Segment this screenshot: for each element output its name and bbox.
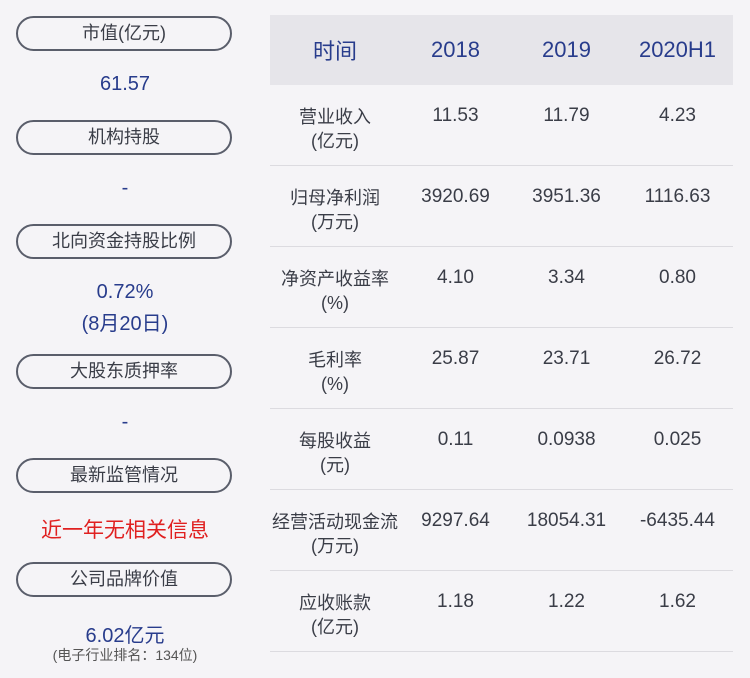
market-cap-label: 市值(亿元)	[16, 16, 232, 51]
northbound-ratio-value: 0.72%	[96, 281, 154, 303]
financial-table: 时间 2018 2019 2020H1 营业收入 (亿元) 11.53 11.79…	[270, 15, 733, 652]
table-row: 净资产收益率 (%) 4.10 3.34 0.80	[270, 247, 733, 328]
row-unit: (%)	[321, 293, 349, 313]
row-label: 经营活动现金流	[272, 512, 398, 532]
table-cell: 0.025	[653, 429, 702, 450]
table-cell: 25.87	[431, 348, 480, 369]
row-unit: (万元)	[311, 536, 359, 556]
row-unit: (万元)	[311, 212, 359, 232]
institutional-holding-value: -	[121, 177, 129, 199]
header-2018: 2018	[431, 37, 480, 62]
table-cell: 1.22	[548, 591, 585, 612]
table-cell: 3.34	[548, 267, 585, 288]
header-period: 时间	[312, 39, 357, 64]
table-cell: 18054.31	[526, 510, 607, 531]
market-cap-value: 61.57	[99, 73, 151, 95]
table-header: 时间 2018 2019 2020H1	[270, 15, 733, 85]
brand-value-rank-note: (电子行业排名：134位)	[52, 647, 198, 663]
pledge-rate-label: 大股东质押率	[16, 354, 232, 389]
table-cell: 1.18	[437, 591, 474, 612]
table-cell: 26.72	[653, 348, 702, 369]
regulatory-status-value: 近一年无相关信息	[41, 519, 209, 542]
table-cell: 23.71	[542, 348, 591, 369]
table-cell: 1116.63	[644, 186, 711, 207]
pledge-rate-value: -	[121, 411, 129, 433]
northbound-ratio-date: (8月20日)	[81, 313, 169, 335]
table-cell: 3951.36	[532, 186, 601, 207]
row-label: 营业收入	[299, 107, 371, 127]
summary-panel: 市值(亿元) 61.57 机构持股 - 北向资金持股比例 0.72% (8月20…	[0, 0, 250, 678]
brand-value-value: 6.02亿元	[85, 625, 165, 647]
row-unit: (亿元)	[311, 131, 359, 151]
row-label: 毛利率	[308, 350, 362, 370]
row-unit: (亿元)	[311, 617, 359, 637]
northbound-ratio-label: 北向资金持股比例	[16, 224, 232, 259]
header-2019: 2019	[542, 37, 591, 62]
row-label: 归母净利润	[290, 188, 380, 208]
table-cell: 4.23	[659, 105, 696, 126]
table-cell: 9297.64	[421, 510, 490, 531]
table-cell: 11.53	[432, 105, 479, 126]
institutional-holding-label: 机构持股	[16, 120, 232, 155]
row-unit: (元)	[320, 455, 350, 475]
table-cell: 11.79	[543, 105, 590, 126]
row-label: 应收账款	[299, 593, 371, 613]
table-cell: 0.80	[659, 267, 696, 288]
table-row: 每股收益 (元) 0.11 0.0938 0.025	[270, 409, 733, 490]
table-row: 营业收入 (亿元) 11.53 11.79 4.23	[270, 85, 733, 166]
row-unit: (%)	[321, 374, 349, 394]
table-cell: 4.10	[437, 267, 474, 288]
table-cell: 0.11	[437, 429, 474, 450]
table-row: 应收账款 (亿元) 1.18 1.22 1.62	[270, 571, 733, 652]
table-cell: -6435.44	[639, 510, 715, 531]
table-cell: 3920.69	[421, 186, 490, 207]
row-label: 每股收益	[299, 431, 371, 451]
table-row: 毛利率 (%) 25.87 23.71 26.72	[270, 328, 733, 409]
table-cell: 0.0938	[537, 429, 596, 450]
row-label: 净资产收益率	[281, 269, 389, 289]
table-cell: 1.62	[659, 591, 696, 612]
table-row: 经营活动现金流 (万元) 9297.64 18054.31 -6435.44	[270, 490, 733, 571]
brand-value-label: 公司品牌价值	[16, 562, 232, 597]
header-2020h1: 2020H1	[638, 37, 717, 62]
regulatory-status-label: 最新监管情况	[16, 458, 232, 493]
table-row: 归母净利润 (万元) 3920.69 3951.36 1116.63	[270, 166, 733, 247]
